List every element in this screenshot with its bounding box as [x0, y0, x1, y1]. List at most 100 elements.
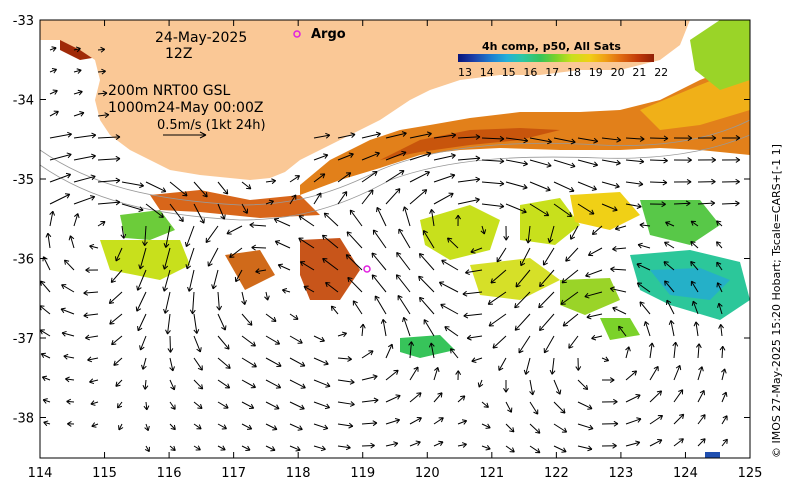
current-arrow	[255, 269, 267, 273]
current-arrowhead	[341, 331, 348, 338]
current-arrowhead	[503, 235, 510, 241]
current-arrow	[322, 234, 339, 249]
current-arrow	[278, 264, 291, 271]
current-arrowhead	[89, 195, 96, 201]
current-arrow	[265, 379, 281, 389]
current-arrow	[42, 376, 51, 381]
current-arrowhead	[470, 248, 476, 254]
current-arrow	[529, 379, 534, 396]
colorbar-tick-label: 18	[567, 66, 581, 79]
current-arrowhead	[63, 259, 70, 265]
current-arrowhead	[294, 175, 301, 181]
current-arrowhead	[665, 221, 671, 227]
current-arrowhead	[657, 415, 664, 421]
current-arrow	[193, 423, 202, 430]
current-arrowhead	[616, 136, 622, 143]
current-arrowhead	[202, 192, 208, 198]
x-tick-label: 117	[221, 466, 246, 481]
current-arrow	[649, 390, 662, 403]
current-arrow	[403, 317, 411, 337]
current-arrow	[690, 280, 699, 293]
current-arrowhead	[466, 334, 472, 341]
current-arrowhead	[433, 367, 440, 373]
current-arrowhead	[143, 405, 150, 411]
current-arrow	[718, 303, 723, 315]
current-arrowhead	[221, 424, 227, 430]
current-arrowhead	[182, 191, 188, 197]
current-arrowhead	[347, 356, 352, 362]
current-arrowhead	[448, 192, 454, 198]
current-arrow	[396, 274, 411, 293]
current-arrow	[601, 203, 618, 211]
current-arrow	[136, 291, 147, 312]
current-arrow	[670, 320, 675, 337]
current-arrow	[584, 291, 603, 298]
current-arrowhead	[587, 404, 593, 410]
current-arrowhead	[662, 179, 668, 186]
current-arrowhead	[225, 363, 231, 369]
current-arrow	[721, 346, 724, 359]
current-arrowhead	[139, 182, 144, 189]
current-arrowhead	[250, 341, 256, 347]
current-arrowhead	[603, 356, 610, 362]
current-arrow	[440, 303, 459, 315]
current-arrowhead	[199, 218, 205, 224]
current-arrowhead	[368, 189, 374, 195]
current-arrow	[529, 445, 541, 454]
current-arrowhead	[120, 233, 127, 239]
current-arrow	[167, 313, 171, 335]
current-arrowhead	[136, 285, 142, 291]
current-arrow	[690, 220, 699, 227]
current-arrowhead	[324, 403, 331, 410]
current-arrowhead	[618, 325, 624, 331]
current-arrow	[553, 423, 567, 433]
current-arrowhead	[664, 241, 670, 247]
current-arrow	[193, 181, 208, 198]
current-arrowhead	[523, 137, 529, 144]
current-arrowhead	[465, 269, 470, 276]
current-arrowhead	[687, 157, 692, 163]
current-arrow	[457, 395, 466, 403]
current-arrow	[430, 209, 435, 227]
current-arrowhead	[722, 415, 728, 421]
current-arrowhead	[440, 303, 446, 309]
scale-arrow	[163, 131, 207, 139]
current-arrow	[560, 291, 579, 305]
current-arrow	[298, 215, 315, 227]
current-arrow	[97, 201, 120, 205]
current-arrow	[539, 269, 555, 287]
current-arrow	[721, 438, 728, 447]
current-arrowhead	[485, 423, 491, 429]
current-arrowhead	[675, 364, 682, 371]
current-arrow	[520, 247, 531, 266]
current-arrowhead	[483, 402, 489, 408]
current-arrow	[337, 153, 354, 161]
current-arrow	[444, 326, 459, 337]
current-arrow	[73, 91, 83, 95]
current-arrow	[577, 159, 598, 166]
current-arrowhead	[488, 321, 494, 327]
current-arrowhead	[66, 152, 72, 159]
current-arrow	[423, 230, 435, 249]
current-arrowhead	[193, 329, 200, 334]
current-arrowhead	[374, 151, 380, 158]
current-arrowhead	[322, 257, 328, 264]
current-arrow	[433, 417, 444, 425]
current-arrow	[89, 245, 99, 249]
current-arrow	[289, 313, 299, 320]
current-arrow	[97, 221, 106, 227]
current-arrow	[265, 313, 277, 322]
current-arrowhead	[320, 173, 326, 179]
current-arrow	[385, 151, 407, 161]
current-arrowhead	[108, 298, 115, 304]
current-arrow	[692, 301, 699, 315]
current-arrowhead	[687, 135, 693, 142]
current-arrowhead	[722, 438, 728, 444]
current-arrow	[337, 379, 355, 383]
current-arrow	[241, 335, 256, 347]
current-arrow	[337, 357, 352, 360]
current-arrowhead	[345, 254, 351, 260]
current-arrowhead	[575, 366, 582, 371]
current-arrowhead	[135, 306, 142, 312]
current-arrowhead	[350, 132, 356, 138]
